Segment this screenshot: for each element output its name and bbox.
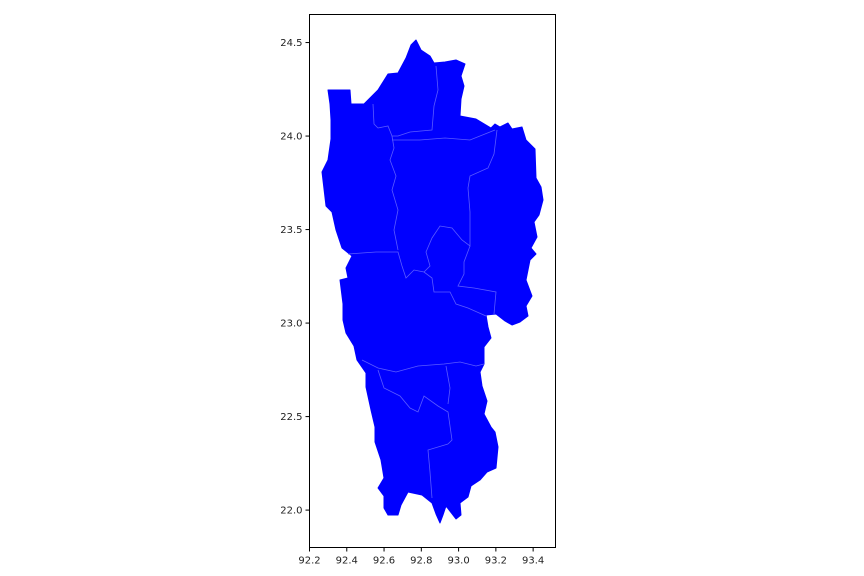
y-tick-label: 23.5 [280,225,302,236]
y-tick-label: 24.0 [280,132,302,143]
y-tick-label: 22.0 [280,506,302,517]
x-tick-label: 92.8 [410,556,432,567]
x-tick-label: 93.2 [485,556,507,567]
district-boundary [392,129,496,141]
y-axis-labels: 22.0 22.5 23.0 23.5 24.0 24.5 [280,38,302,517]
x-tick-label: 93.4 [522,556,544,567]
x-axis [309,547,534,552]
district-boundaries [347,65,498,499]
x-tick-label: 92.6 [373,556,395,567]
district-boundary [347,251,487,317]
district-boundary [423,129,498,273]
y-tick-label: 23.0 [280,319,302,330]
district-boundary [427,443,449,499]
district-boundary [377,369,453,445]
y-tick-label: 24.5 [280,38,302,49]
x-tick-label: 93.0 [447,556,469,567]
district-boundary [361,359,485,373]
y-axis [305,42,310,511]
x-tick-label: 92.2 [298,556,320,567]
axes-frame [309,14,556,548]
x-tick-label: 92.4 [336,556,358,567]
x-axis-labels: 92.2 92.4 92.6 92.8 93.0 93.2 93.4 [298,556,544,567]
y-tick-label: 22.5 [280,412,302,423]
district-boundary [372,65,439,137]
district-boundary [445,365,451,405]
district-boundary [389,135,399,251]
district-boundary [457,245,497,315]
